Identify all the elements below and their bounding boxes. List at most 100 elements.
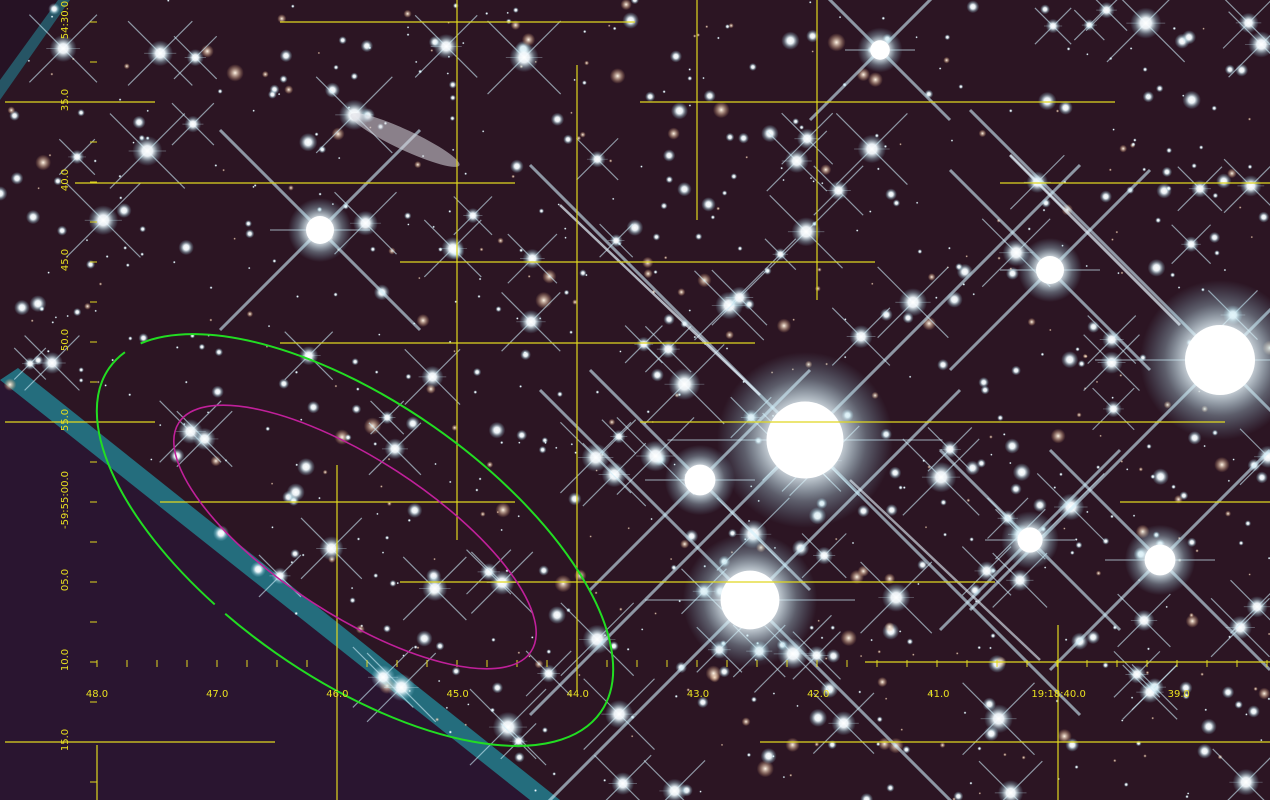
star — [843, 355, 847, 359]
star — [271, 525, 274, 529]
star — [1095, 570, 1102, 576]
star — [489, 570, 515, 595]
star — [1037, 91, 1057, 111]
star — [688, 104, 692, 107]
satellite-trail — [849, 479, 1041, 661]
star — [297, 457, 315, 476]
star — [860, 793, 874, 800]
star — [267, 324, 271, 328]
star — [350, 586, 354, 590]
star — [902, 745, 911, 754]
x-axis-label: 42.0 — [807, 689, 829, 700]
star — [84, 302, 91, 310]
star — [943, 56, 950, 64]
star — [66, 314, 69, 318]
star — [1161, 166, 1173, 178]
star — [1120, 719, 1124, 722]
star — [1204, 708, 1208, 712]
star — [799, 124, 805, 130]
star — [406, 33, 410, 37]
star — [295, 294, 300, 299]
star — [817, 267, 822, 272]
star — [73, 308, 82, 317]
star — [693, 335, 697, 339]
star — [416, 630, 433, 647]
star — [356, 537, 361, 541]
galaxy — [350, 113, 460, 167]
star — [1166, 147, 1173, 154]
star — [1155, 217, 1162, 224]
star — [271, 567, 289, 585]
star — [1244, 520, 1252, 527]
star — [1102, 661, 1109, 669]
star — [712, 101, 730, 119]
star — [511, 734, 526, 749]
star — [677, 181, 692, 197]
star — [1197, 743, 1213, 759]
star — [261, 70, 269, 78]
star — [233, 237, 236, 241]
star — [1170, 272, 1176, 278]
star — [1027, 317, 1036, 326]
star — [464, 172, 468, 176]
star — [338, 36, 347, 45]
star — [741, 717, 751, 727]
y-axis-label: 54:30.0 — [60, 1, 71, 39]
star — [806, 29, 819, 43]
star — [1008, 108, 1013, 113]
x-axis-label: 44.0 — [567, 689, 589, 700]
star — [886, 783, 895, 792]
star — [41, 352, 63, 374]
star — [899, 142, 902, 146]
star — [808, 0, 812, 4]
star — [902, 485, 906, 490]
star — [481, 130, 485, 133]
star — [608, 418, 616, 426]
star — [1214, 456, 1230, 473]
star — [944, 34, 951, 41]
star — [523, 351, 527, 354]
star — [123, 245, 128, 250]
region-ellipse — [173, 404, 537, 670]
star — [881, 583, 911, 612]
x-axis-label: 43.0 — [687, 689, 709, 700]
star — [1142, 66, 1148, 72]
star — [915, 35, 918, 39]
star — [969, 781, 973, 785]
star — [433, 33, 459, 59]
star — [10, 172, 24, 185]
star — [582, 29, 587, 34]
star — [449, 94, 456, 101]
star — [1066, 47, 1071, 51]
bright-star — [766, 401, 844, 479]
star — [594, 591, 598, 595]
star — [381, 551, 385, 554]
star — [978, 377, 990, 388]
star — [990, 453, 993, 456]
star — [1267, 556, 1270, 560]
star — [35, 154, 52, 171]
star — [669, 50, 683, 63]
star — [782, 775, 786, 779]
star — [1045, 18, 1061, 34]
star — [546, 649, 552, 655]
star — [334, 429, 350, 445]
star — [1086, 630, 1100, 645]
star — [1208, 231, 1221, 244]
star — [589, 150, 606, 168]
star — [373, 573, 379, 579]
star — [812, 180, 815, 183]
star — [1087, 320, 1100, 333]
star — [1165, 185, 1172, 192]
star — [608, 159, 613, 163]
star — [573, 78, 576, 82]
star — [984, 704, 1013, 734]
star — [584, 60, 590, 66]
star — [674, 694, 678, 699]
star — [548, 606, 566, 624]
star — [840, 629, 857, 647]
star — [314, 132, 319, 137]
star — [680, 539, 690, 549]
star — [1142, 91, 1155, 103]
star — [785, 737, 800, 752]
